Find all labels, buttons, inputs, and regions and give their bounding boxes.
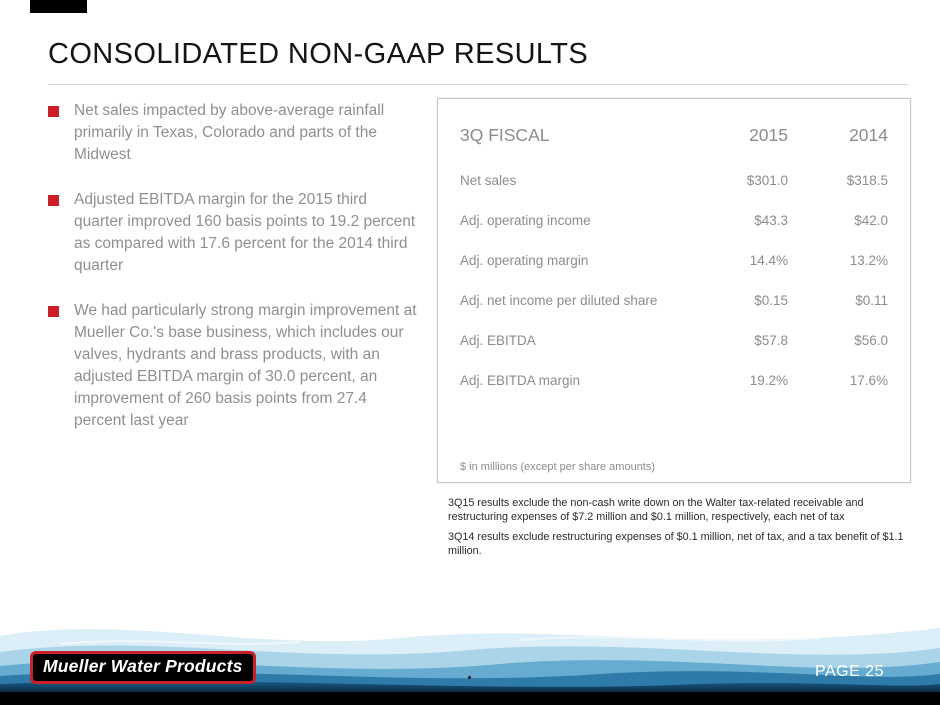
table-row: Adj. EBITDA $57.8 $56.0 [460,320,888,360]
table-row: Adj. operating margin 14.4% 13.2% [460,240,888,280]
bullet-square-icon [48,306,59,317]
table-header-row: 3Q FISCAL 2015 2014 [460,125,888,146]
table-title: 3Q FISCAL [460,125,550,145]
bullet-item: Adjusted EBITDA margin for the 2015 thir… [48,189,420,277]
mueller-logo: Mueller Water Products [30,651,256,684]
bullet-text: Net sales impacted by above-average rain… [74,102,385,163]
table-footnote: $ in millions (except per share amounts) [460,461,656,473]
value-2015: $0.15 [754,292,788,308]
footnote-3q14: 3Q14 results exclude restructuring expen… [448,531,904,557]
value-2014: $318.5 [846,172,888,188]
bullet-text: We had particularly strong margin improv… [74,302,417,429]
value-2015: $43.3 [754,212,788,228]
value-2015: 14.4% [749,252,788,268]
value-2014: 17.6% [849,372,888,388]
row-label: Adj. operating income [460,212,591,228]
page-title: CONSOLIDATED NON-GAAP RESULTS [48,38,589,70]
value-2014: $42.0 [854,212,888,228]
value-2015: $57.8 [754,332,788,348]
row-label: Adj. operating margin [460,252,589,268]
value-2014: 13.2% [849,252,888,268]
value-2014: $56.0 [854,332,888,348]
speck-dot [468,676,471,679]
bullet-item: Net sales impacted by above-average rain… [48,100,420,166]
table-row: Adj. EBITDA margin 19.2% 17.6% [460,360,888,400]
value-2015: 19.2% [749,372,788,388]
bullet-item: We had particularly strong margin improv… [48,300,420,432]
table-row: Net sales $301.0 $318.5 [460,160,888,200]
row-label: Net sales [460,172,517,188]
value-2014: $0.11 [855,292,888,308]
table-row: Adj. operating income $43.3 $42.0 [460,200,888,240]
bullet-square-icon [48,195,59,206]
bullet-list: Net sales impacted by above-average rain… [48,100,420,455]
results-table-panel: 3Q FISCAL 2015 2014 Net sales $301.0 $31… [437,98,911,483]
bottom-bar [0,692,940,705]
bullet-square-icon [48,106,59,117]
page-number: PAGE 25 [814,663,884,680]
column-header-2014: 2014 [849,125,888,145]
column-header-2015: 2015 [749,125,788,145]
footnote-3q15: 3Q15 results exclude the non-cash write … [448,497,864,523]
bullet-text: Adjusted EBITDA margin for the 2015 thir… [74,191,416,274]
corner-mark [30,0,87,13]
row-label: Adj. net income per diluted share [460,292,658,308]
table-row: Adj. net income per diluted share $0.15 … [460,280,888,320]
title-divider [48,84,908,85]
footnotes: 3Q15 results exclude the non-cash write … [448,497,910,565]
value-2015: $301.0 [746,172,788,188]
row-label: Adj. EBITDA [460,332,536,348]
row-label: Adj. EBITDA margin [460,372,581,388]
